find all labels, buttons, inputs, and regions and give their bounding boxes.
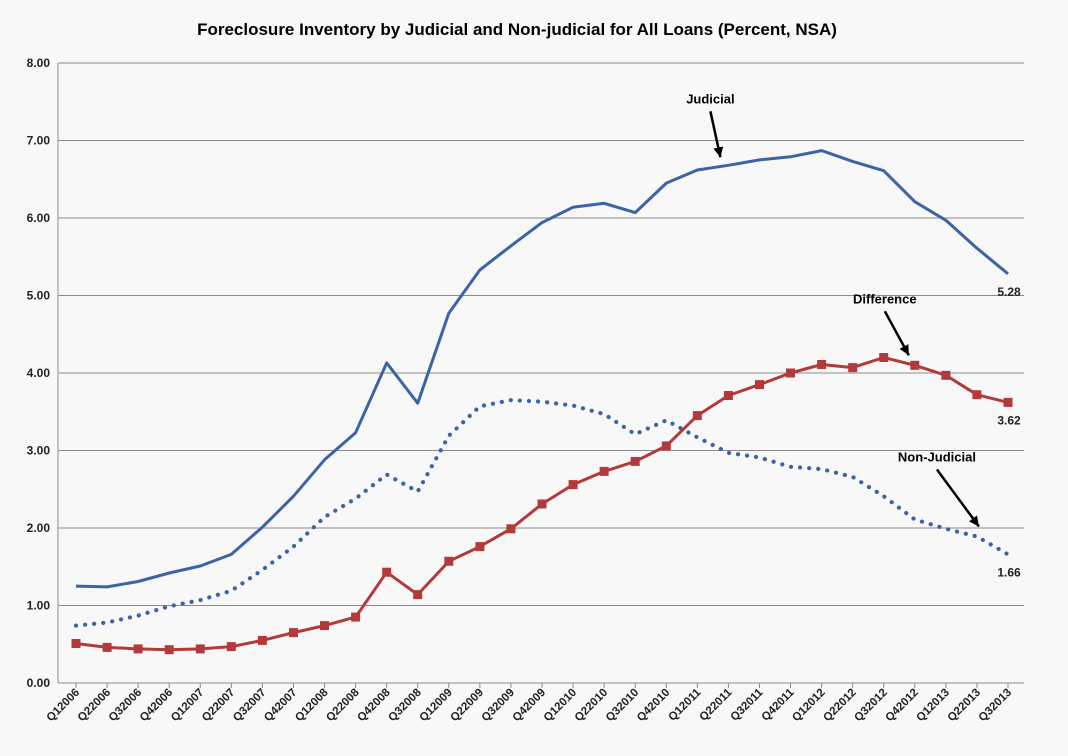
x-tick-label: Q42009 xyxy=(511,687,548,724)
data-point-difference xyxy=(444,556,454,566)
x-tick-label: Q12010 xyxy=(542,687,579,724)
data-point-difference xyxy=(351,612,361,622)
x-tick-label: Q22008 xyxy=(324,686,362,724)
x-tick-label: Q32012 xyxy=(852,687,889,724)
y-tick-label: 1.00 xyxy=(27,599,51,613)
annotations: 5.28 3.62 1.66 Judicial Difference Non-Judici… xyxy=(686,91,1021,579)
data-point-difference xyxy=(879,353,889,362)
data-point-difference xyxy=(692,411,702,421)
x-tick-label: Q42008 xyxy=(355,686,393,724)
data-point-difference xyxy=(1003,397,1013,407)
x-tick-label: Q12013 xyxy=(915,687,952,724)
data-point-difference xyxy=(413,590,423,600)
chart-title: Foreclosure Inventory by Judicial and No… xyxy=(197,20,837,39)
x-tick-label: Q12009 xyxy=(417,687,454,724)
data-point-difference xyxy=(537,499,547,509)
x-tick-label: Q32007 xyxy=(231,687,268,724)
y-tick-label: 7.00 xyxy=(27,134,51,148)
gridlines xyxy=(58,62,1024,606)
data-point-difference xyxy=(723,391,733,400)
end-value-label: 1.66 xyxy=(997,565,1021,579)
data-point-difference xyxy=(71,639,81,648)
arrowhead xyxy=(969,515,979,527)
x-tick-label: Q12007 xyxy=(169,687,206,724)
end-value-label: 3.62 xyxy=(997,413,1021,427)
x-tick-label: Q42007 xyxy=(262,687,299,724)
x-tick-label: Q12011 xyxy=(666,686,703,723)
data-point-difference xyxy=(257,635,267,645)
data-point-difference xyxy=(599,466,609,476)
data-point-difference xyxy=(195,644,205,654)
end-value-label: 5.28 xyxy=(997,285,1021,299)
y-tick-label: 6.00 xyxy=(27,211,51,225)
arrowhead xyxy=(713,146,724,158)
data-point-difference xyxy=(941,370,951,380)
data-point-difference xyxy=(755,380,764,390)
x-tick-label: Q12012 xyxy=(790,687,827,724)
data-point-difference xyxy=(817,360,827,369)
data-point-difference xyxy=(382,567,392,577)
data-point-difference xyxy=(630,456,640,466)
x-tick-label: Q22006 xyxy=(76,687,113,724)
data-point-difference xyxy=(972,390,982,400)
x-tick-label: Q22009 xyxy=(449,687,486,724)
y-tick-label: 2.00 xyxy=(27,521,51,535)
x-tick-label: Q32011 xyxy=(729,686,766,723)
y-tick-label: 3.00 xyxy=(27,444,51,458)
data-point-difference xyxy=(164,645,174,655)
annotation-arrow xyxy=(935,468,980,528)
x-tick-label: Q22013 xyxy=(946,687,983,724)
x-tick-label: Q32010 xyxy=(604,687,641,724)
x-tick-label: Q22007 xyxy=(200,687,237,724)
x-tick-label: Q12006 xyxy=(45,687,82,724)
y-tick-label: 0.00 xyxy=(27,676,51,690)
x-tick-label: Q22011 xyxy=(698,686,735,723)
x-tick-label: Q22012 xyxy=(821,687,858,724)
data-point-difference xyxy=(289,628,298,638)
series-line-non-judicial xyxy=(73,398,1011,628)
y-tick-label: 8.00 xyxy=(27,56,51,70)
annotation-label: Non-Judicial xyxy=(898,450,976,465)
x-tick-label: Q42010 xyxy=(635,687,672,724)
annotation-label: Difference xyxy=(853,291,917,306)
x-tick-label: Q32008 xyxy=(386,686,424,724)
data-point-difference xyxy=(506,524,516,534)
data-point-difference xyxy=(133,644,143,654)
x-tick-label: Q22010 xyxy=(573,687,610,724)
data-point-difference xyxy=(102,642,112,652)
y-tick-label: 5.00 xyxy=(27,289,51,303)
x-tick-label: Q42006 xyxy=(138,687,175,724)
annotation-label: Judicial xyxy=(686,91,734,106)
data-point-difference xyxy=(475,542,485,552)
y-tick-label: 4.00 xyxy=(27,366,51,380)
x-tick-label: Q32013 xyxy=(977,687,1014,724)
data-point-difference xyxy=(786,368,795,378)
data-point-difference xyxy=(226,642,236,652)
x-tick-label: Q42012 xyxy=(883,687,920,724)
series-line-judicial xyxy=(75,149,1009,589)
data-point-difference xyxy=(848,363,858,373)
data-point-difference xyxy=(568,480,578,490)
axes: 0.00 1.00 2.00 3.00 4.00 5.00 6.00 7.00 8.00 Q120… xyxy=(27,56,1024,724)
arrowhead xyxy=(899,344,909,356)
series-lines xyxy=(71,149,1013,655)
x-tick-label: Q12008 xyxy=(293,686,331,724)
data-point-difference xyxy=(910,360,920,370)
x-tick-label: Q32006 xyxy=(107,687,144,724)
data-point-difference xyxy=(661,441,671,451)
x-tick-label: Q32009 xyxy=(480,687,517,724)
data-point-difference xyxy=(320,621,329,631)
